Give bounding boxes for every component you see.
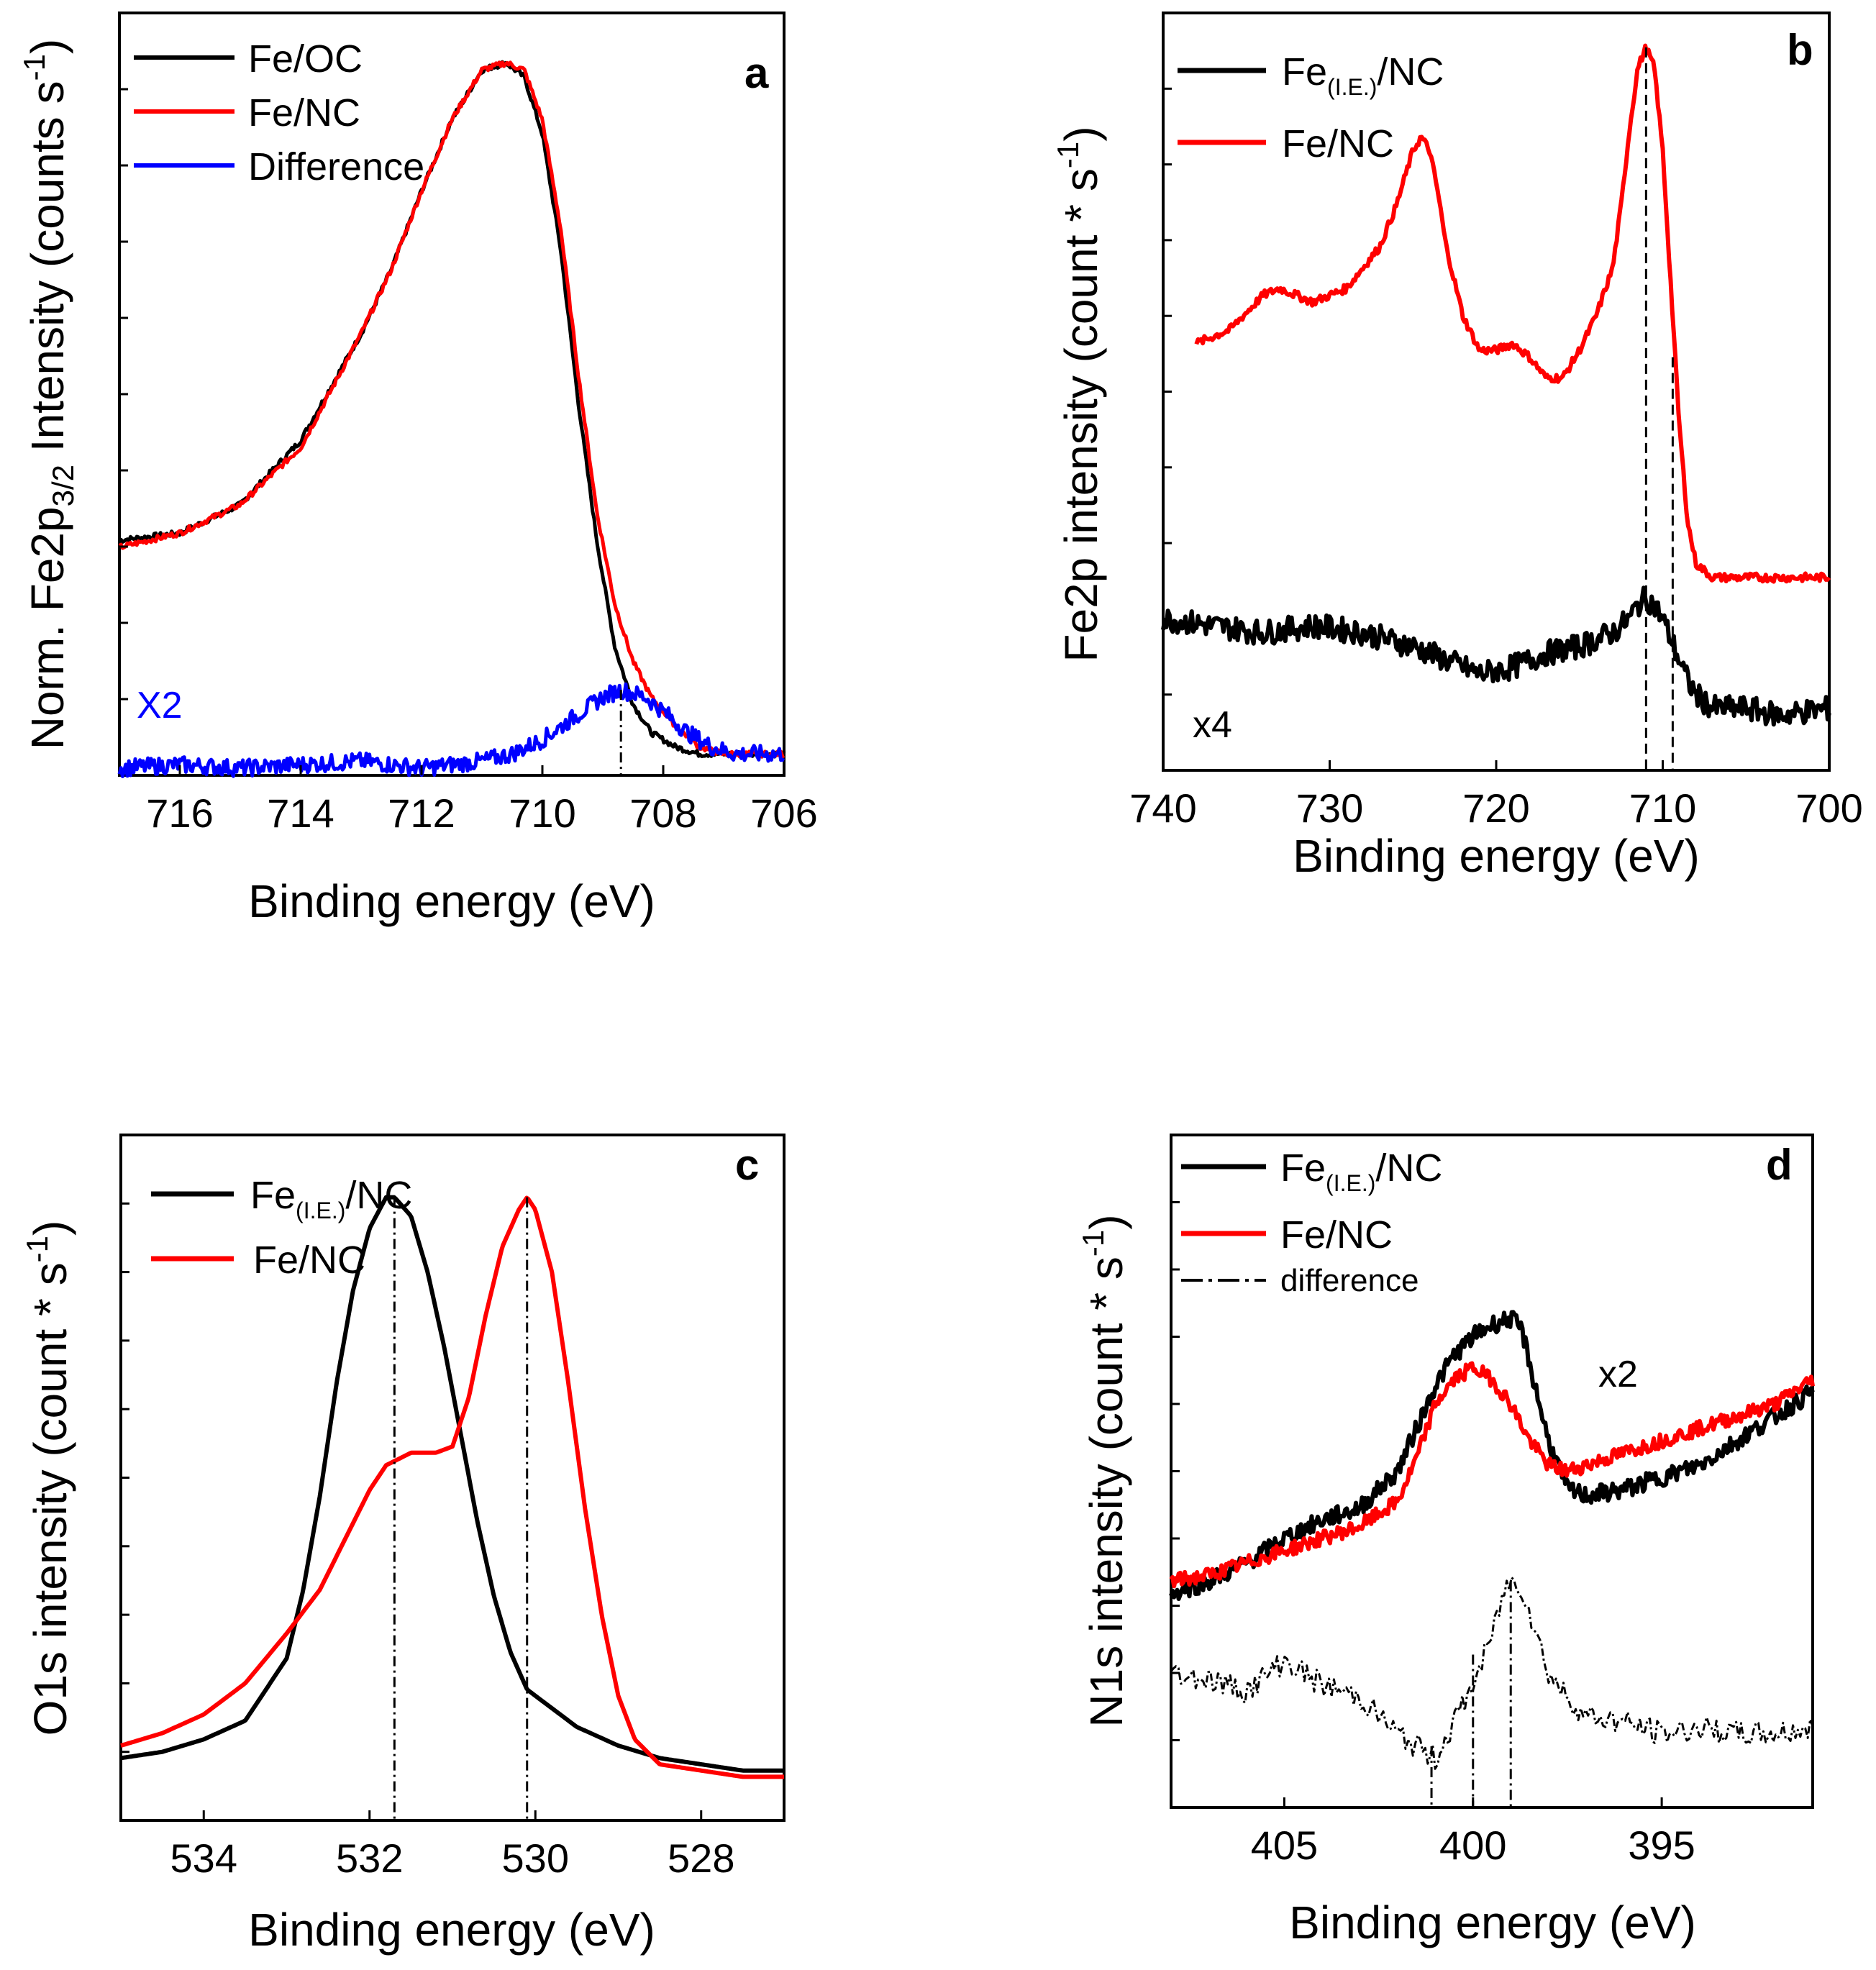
xtick-label: 730 <box>1296 785 1363 831</box>
panel-d-ylabel: N1s intensity (count * s-1) <box>1076 1214 1132 1727</box>
panel-a-frame <box>118 12 786 777</box>
xtick-label: 740 <box>1129 785 1196 831</box>
panel-d-legend: Fe(I.E.)/NC Fe/NC difference <box>1181 1146 1442 1298</box>
panel-a: 716 714 712 710 708 706 Binding energy (eV) N… <box>17 12 818 927</box>
panel-b-legend: Fe(I.E.)/NC Fe/NC <box>1178 50 1444 165</box>
legend-label-difference: difference <box>1280 1263 1419 1298</box>
panel-d-xticks: 405 400 395 <box>1171 1201 1695 1868</box>
series-line-fe-i-e-nc <box>120 1195 785 1773</box>
xtick-label: 710 <box>1629 785 1696 831</box>
panel-c-xlabel: Binding energy (eV) <box>248 1904 655 1956</box>
xtick-label: 395 <box>1628 1823 1695 1868</box>
xtick-label: 714 <box>267 790 334 836</box>
panel-c: 534 532 530 528 Binding energy (eV) O1s int… <box>20 1134 786 1956</box>
legend-label-fe-nc: Fe/NC <box>1280 1213 1393 1257</box>
legend-label-fe-ie-nc: Fe(I.E.)/NC <box>1282 50 1444 100</box>
xtick-label: 534 <box>170 1836 237 1881</box>
xtick-label: 708 <box>629 790 696 836</box>
legend-label-difference: Difference <box>248 145 424 188</box>
series-line-fe-nc <box>1194 43 1831 584</box>
panel-d-scale-note: x2 <box>1598 1354 1638 1395</box>
xtick-label: 528 <box>668 1836 734 1881</box>
xtick-label: 712 <box>388 790 455 836</box>
legend-label-fe-nc: Fe/NC <box>248 91 360 134</box>
xtick-label: 716 <box>146 790 213 836</box>
series-line-fe-nc <box>118 60 786 759</box>
xtick-label: 710 <box>509 790 575 836</box>
panel-label-c: c <box>735 1141 759 1189</box>
legend-label-fe-oc: Fe/OC <box>248 37 363 81</box>
panel-b-xlabel: Binding energy (eV) <box>1293 830 1700 882</box>
panel-a-scale-note: X2 <box>137 685 183 726</box>
panel-b-ylabel: Fe2p intensity (count * s-1) <box>1051 126 1107 662</box>
series-line-fe-i-e-nc <box>1161 585 1831 727</box>
panel-c-xticks: 534 532 530 528 <box>121 1202 734 1881</box>
panel-label-b: b <box>1787 26 1813 74</box>
panel-a-ylabel: Norm. Fe2p3/2 Intensity (counts s-1) <box>17 39 80 750</box>
xtick-label: 405 <box>1251 1823 1318 1868</box>
panel-d: 405 400 395 Binding energy (eV) N1s intens… <box>1076 1134 1815 1948</box>
panel-a-legend: Fe/OC Fe/NC Difference <box>134 37 424 188</box>
panel-c-plot <box>120 1195 785 1820</box>
panel-c-legend: Fe(I.E.)/NC Fe/NC <box>151 1174 412 1282</box>
series-line-fe-nc <box>1169 1361 1815 1589</box>
xtick-label: 706 <box>750 790 817 836</box>
series-line-difference <box>1170 1576 1814 1770</box>
panel-a-xlabel: Binding energy (eV) <box>248 875 655 927</box>
xtick-label: 700 <box>1795 785 1862 831</box>
legend-label-fe-ie-nc: Fe(I.E.)/NC <box>1280 1146 1442 1196</box>
series-line-difference <box>117 682 786 778</box>
panel-b-scale-note: x4 <box>1193 704 1232 746</box>
panel-a-plot <box>117 60 786 778</box>
panel-b-xticks: 740 730 720 710 700 <box>1129 87 1863 831</box>
panel-d-frame <box>1170 1134 1814 1809</box>
panel-b-plot <box>1161 43 1831 770</box>
series-line-fe-nc <box>120 1195 785 1779</box>
legend-label-fe-nc: Fe/NC <box>253 1239 365 1282</box>
xtick-label: 532 <box>336 1836 403 1881</box>
panel-c-ylabel: O1s intensity (count * s-1) <box>20 1221 76 1736</box>
legend-label-fe-nc: Fe/NC <box>1282 122 1394 165</box>
panel-a-xticks: 716 714 712 710 708 706 <box>119 88 818 836</box>
panel-b: 740 730 720 710 700 Binding energy (eV) Fe2p… <box>1051 12 1863 882</box>
panel-d-xlabel: Binding energy (eV) <box>1289 1897 1696 1948</box>
series-line-fe-i-e-nc <box>1169 1310 1815 1601</box>
xtick-label: 530 <box>502 1836 569 1881</box>
panel-label-a: a <box>745 49 769 97</box>
panel-c-frame <box>119 1134 786 1822</box>
panel-label-d: d <box>1766 1141 1793 1189</box>
legend-label-fe-ie-nc: Fe(I.E.)/NC <box>250 1174 412 1223</box>
xtick-label: 400 <box>1439 1823 1506 1868</box>
xtick-label: 720 <box>1462 785 1529 831</box>
panel-d-plot <box>1169 1310 1815 1807</box>
panel-b-frame <box>1162 12 1831 772</box>
